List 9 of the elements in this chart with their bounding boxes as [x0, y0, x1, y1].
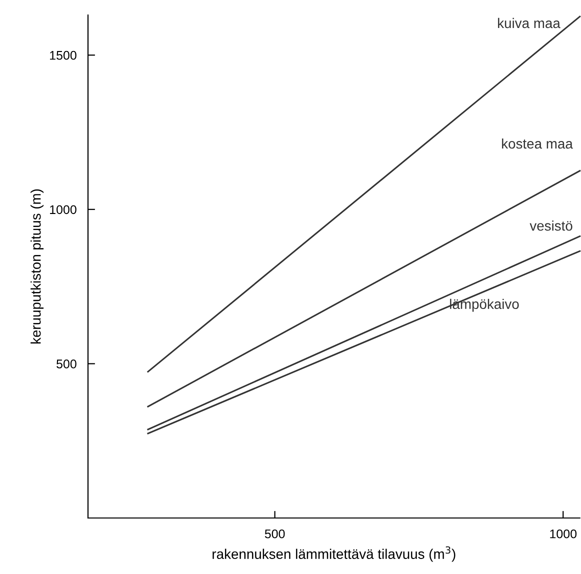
y-axis-title: keruuputkiston pituus (m)	[30, 189, 44, 344]
series-label: lämpökaivo	[450, 298, 519, 312]
y-tick-label: 500	[56, 360, 76, 368]
y-tick-label: 1000	[50, 205, 76, 214]
x-axis-title: rakennuksen lämmitettävä tilavuus (m$^{3}$)	[212, 546, 456, 562]
y-tick-label: 1500	[50, 50, 76, 60]
series-label: vesistö	[530, 220, 572, 231]
series-label: kostea maa	[502, 138, 573, 149]
series-label: kuiva maa	[498, 18, 560, 28]
